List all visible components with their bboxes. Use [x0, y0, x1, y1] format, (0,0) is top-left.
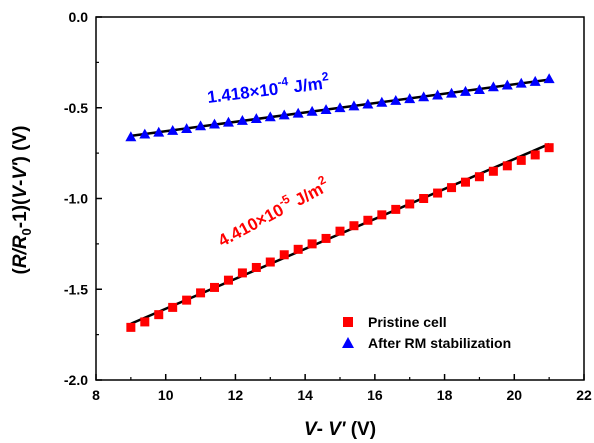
data-point-after-rm: [209, 118, 221, 129]
data-point-pristine: [488, 166, 498, 176]
data-point-after-rm: [195, 120, 207, 131]
data-point-pristine: [293, 244, 303, 254]
x-tick-label: 18: [437, 387, 453, 403]
data-point-pristine: [391, 204, 401, 214]
data-point-pristine: [474, 172, 484, 182]
x-tick-label: 8: [92, 387, 100, 403]
data-point-pristine: [126, 322, 136, 332]
data-point-pristine: [516, 155, 526, 165]
x-tick-label: 20: [506, 387, 522, 403]
legend-label-after-rm: After RM stabilization: [368, 335, 511, 351]
data-point-pristine: [279, 250, 289, 260]
legend-label-pristine: Pristine cell: [368, 314, 447, 330]
data-point-pristine: [530, 150, 540, 160]
plot-frame: [95, 16, 585, 381]
data-point-pristine: [377, 210, 387, 220]
data-point-after-rm: [334, 102, 346, 113]
annotation-after-rm-exp: -4: [277, 74, 290, 89]
data-point-after-rm: [543, 73, 555, 84]
data-point-after-rm: [348, 100, 360, 111]
annotation-pristine-base: 4.410×10: [215, 200, 287, 250]
data-point-pristine: [251, 262, 261, 272]
legend: Pristine cell After RM stabilization: [342, 314, 511, 351]
data-point-after-rm: [278, 109, 290, 120]
data-point-pristine: [502, 161, 512, 171]
data-point-pristine: [363, 215, 373, 225]
data-point-pristine: [349, 221, 359, 231]
data-point-after-rm: [390, 94, 402, 105]
data-point-after-rm: [446, 87, 458, 98]
data-point-after-rm: [404, 93, 416, 104]
y-tick-label: -1.5: [64, 281, 88, 297]
data-point-pristine: [196, 288, 206, 298]
legend-marker-after-rm: [342, 337, 354, 348]
y-axis-title: (R/R0-1)(V-V') (V): [10, 125, 34, 274]
annotation-after-rm-unit: J/m: [288, 74, 324, 97]
data-point-after-rm: [167, 124, 179, 135]
x-tick-label: 12: [228, 387, 244, 403]
data-point-pristine: [447, 183, 457, 193]
data-point-after-rm: [487, 81, 499, 92]
data-point-pristine: [433, 188, 443, 198]
data-point-after-rm: [236, 114, 248, 125]
data-point-pristine: [544, 143, 554, 153]
x-axis-title: V- V' (V): [304, 419, 376, 440]
data-markers: [125, 73, 555, 332]
x-tick-label: 14: [297, 387, 313, 403]
data-point-after-rm: [139, 128, 151, 139]
data-point-pristine: [210, 282, 220, 292]
data-point-after-rm: [320, 104, 332, 114]
annotation-pristine: 4.410×10-5 J/m2: [213, 172, 332, 250]
data-point-after-rm: [306, 105, 318, 116]
data-point-pristine: [460, 177, 470, 187]
data-point-after-rm: [153, 126, 165, 137]
data-point-after-rm: [362, 98, 374, 109]
y-tick-label: 0.0: [69, 9, 89, 25]
data-point-after-rm: [264, 111, 276, 122]
data-point-after-rm: [529, 75, 541, 86]
fit-lines: [130, 78, 550, 325]
data-point-after-rm: [418, 91, 430, 102]
data-point-pristine: [182, 295, 192, 305]
data-point-pristine: [335, 226, 345, 236]
data-point-after-rm: [222, 116, 234, 127]
data-point-after-rm: [432, 89, 444, 100]
data-point-pristine: [321, 233, 331, 243]
data-point-after-rm: [376, 96, 388, 107]
data-point-after-rm: [473, 84, 485, 94]
annotation-after-rm-base: 1.418×10: [206, 79, 279, 107]
annotation-after-rm-unit-exp: 2: [321, 69, 330, 84]
legend-marker-pristine: [343, 317, 353, 327]
axis-ticks: 8 10 12 14 16 18 20 22 0.0 -0.5 -1.0 -1.5 -2.0: [64, 9, 592, 403]
data-point-after-rm: [125, 131, 137, 142]
x-tick-label: 16: [367, 387, 383, 403]
data-point-after-rm: [501, 79, 513, 90]
y-tick-label: -1.0: [64, 191, 88, 207]
data-point-pristine: [168, 302, 178, 312]
data-point-after-rm: [459, 85, 471, 96]
data-point-pristine: [154, 310, 164, 320]
data-point-pristine: [419, 194, 429, 203]
annotation-after-rm: 1.418×10-4 J/m2: [206, 69, 331, 107]
data-point-pristine: [405, 199, 415, 209]
data-point-pristine: [237, 268, 247, 278]
data-point-pristine: [140, 317, 150, 327]
x-tick-label: 10: [158, 387, 174, 403]
data-point-after-rm: [292, 107, 304, 118]
data-point-pristine: [307, 239, 317, 249]
plot-area: [95, 16, 585, 381]
data-point-after-rm: [250, 113, 262, 124]
x-tick-label: 22: [576, 387, 592, 403]
data-point-after-rm: [181, 123, 193, 134]
y-tick-label: -0.5: [64, 100, 88, 116]
data-point-after-rm: [515, 77, 527, 88]
data-point-pristine: [223, 275, 233, 285]
y-tick-label: -2.0: [64, 372, 88, 388]
data-point-pristine: [265, 257, 275, 267]
